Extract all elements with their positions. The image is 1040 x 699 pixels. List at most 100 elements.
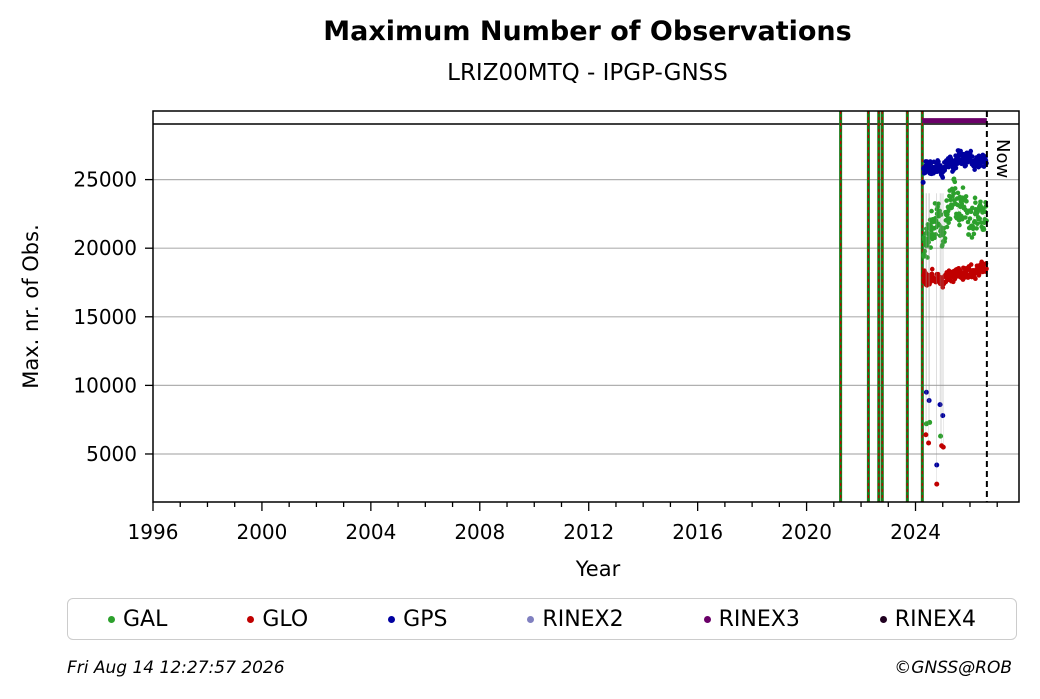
data-point-gal (945, 204, 951, 210)
data-point-gps (981, 164, 987, 169)
data-point-gps (967, 151, 973, 157)
y-tick-label: 20000 (73, 236, 137, 260)
outlier-point-gps (937, 402, 943, 408)
data-point-glo (978, 264, 984, 270)
data-point-gps (958, 148, 963, 154)
x-tick-label: 2016 (672, 520, 723, 544)
footer-credit: ©GNSS@ROB (894, 658, 1012, 678)
outlier-point-gps (940, 413, 946, 419)
x-tick-label: 2012 (563, 520, 614, 544)
data-point-glo (983, 266, 989, 272)
legend-marker-gal (107, 615, 115, 623)
data-point-glo (945, 270, 951, 276)
data-point-gal (970, 205, 975, 211)
footer-timestamp: Fri Aug 14 12:27:57 2026 (67, 658, 285, 678)
legend-marker-rinex4 (879, 615, 887, 623)
data-point-gal (974, 226, 979, 231)
legend-label-rinex3: RINEX3 (718, 606, 800, 632)
data-point-gps (929, 167, 935, 173)
plot-frame (152, 110, 1020, 503)
data-point-gal (957, 222, 962, 228)
legend-marker-gps (388, 615, 396, 623)
legend-item-glo: GLO (247, 607, 308, 632)
data-point-gps (925, 162, 931, 168)
y-tick-label: 15000 (73, 305, 137, 329)
data-point-gps (921, 166, 927, 172)
data-point-gal (940, 242, 945, 248)
data-point-gal (969, 235, 975, 240)
data-point-gal (971, 231, 977, 237)
outlier-point-gps (920, 179, 926, 185)
chart-subtitle: LRIZ00MTQ - IPGP-GNSS (447, 60, 728, 86)
data-point-gal (947, 216, 953, 222)
data-point-gal (946, 220, 951, 226)
data-point-gps (951, 163, 957, 169)
data-point-gal (951, 190, 957, 196)
data-point-glo (934, 275, 940, 281)
data-point-gps (936, 159, 941, 165)
legend-item-rinex2: RINEX2 (527, 606, 624, 632)
x-tick-label: 2008 (454, 520, 505, 544)
data-point-gps (940, 168, 946, 174)
data-point-gal (977, 216, 983, 221)
data-point-glo (973, 276, 978, 281)
data-point-gal (944, 198, 949, 203)
data-point-glo (929, 271, 935, 277)
data-point-glo (972, 270, 978, 276)
data-point-gal (967, 225, 973, 231)
data-point-gal (981, 227, 987, 232)
data-point-gal (965, 219, 971, 225)
legend-item-gps: GPS (388, 607, 447, 632)
legend-label-rinex4: RINEX4 (894, 606, 976, 632)
x-tick-label: 2020 (781, 520, 832, 544)
data-point-gal (978, 199, 983, 205)
data-point-gal (972, 195, 978, 201)
x-tick-label: 2024 (890, 520, 941, 544)
y-tick-label: 25000 (73, 168, 137, 192)
chart-title: Maximum Number of Observations (323, 16, 852, 47)
legend-label-rinex2: RINEX2 (542, 606, 624, 632)
data-point-gal (955, 190, 961, 196)
data-point-gal (968, 209, 974, 214)
data-point-gps (963, 163, 969, 168)
x-tick-label: 1996 (128, 520, 179, 544)
data-point-gal (945, 208, 951, 214)
data-point-gps (972, 162, 978, 168)
legend-label-gal: GAL (122, 606, 168, 632)
data-point-gal (933, 232, 939, 237)
data-point-gal (967, 216, 973, 221)
now-label: Now (992, 139, 1013, 178)
data-point-gal (972, 211, 978, 217)
data-point-gal (936, 201, 941, 207)
outlier-point-glo (923, 432, 929, 438)
data-point-gal (952, 179, 958, 185)
data-point-gps (962, 157, 968, 163)
data-point-gal (934, 211, 940, 217)
data-point-gps (956, 152, 962, 158)
data-point-gal (978, 204, 984, 210)
data-point-glo (929, 266, 935, 272)
legend-label-glo: GLO (262, 606, 309, 632)
data-point-gal (963, 194, 969, 199)
y-axis-label: Max. nr. of Obs. (19, 224, 43, 389)
y-tick-label: 10000 (73, 373, 137, 397)
data-point-gal (952, 186, 958, 191)
data-point-gal (921, 252, 927, 258)
data-point-gal (966, 232, 972, 237)
legend: GAL GLO GPS RINEX2 RINEX3 RINEX4 (67, 598, 1017, 640)
outlier-point-glo (926, 440, 932, 446)
legend-item-rinex4: RINEX4 (879, 606, 976, 632)
data-point-gal (973, 200, 978, 205)
data-point-gps (972, 167, 977, 172)
y-tick-label: 5000 (86, 442, 137, 466)
data-point-gal (929, 225, 935, 231)
data-point-gal (944, 224, 950, 230)
data-point-glo (956, 269, 962, 275)
x-axis-label: Year (575, 557, 621, 581)
data-point-gal (932, 201, 938, 206)
data-point-gal (942, 236, 948, 241)
legend-marker-rinex2 (527, 615, 535, 623)
outlier-point-gal (938, 433, 944, 439)
data-point-glo (967, 267, 973, 273)
